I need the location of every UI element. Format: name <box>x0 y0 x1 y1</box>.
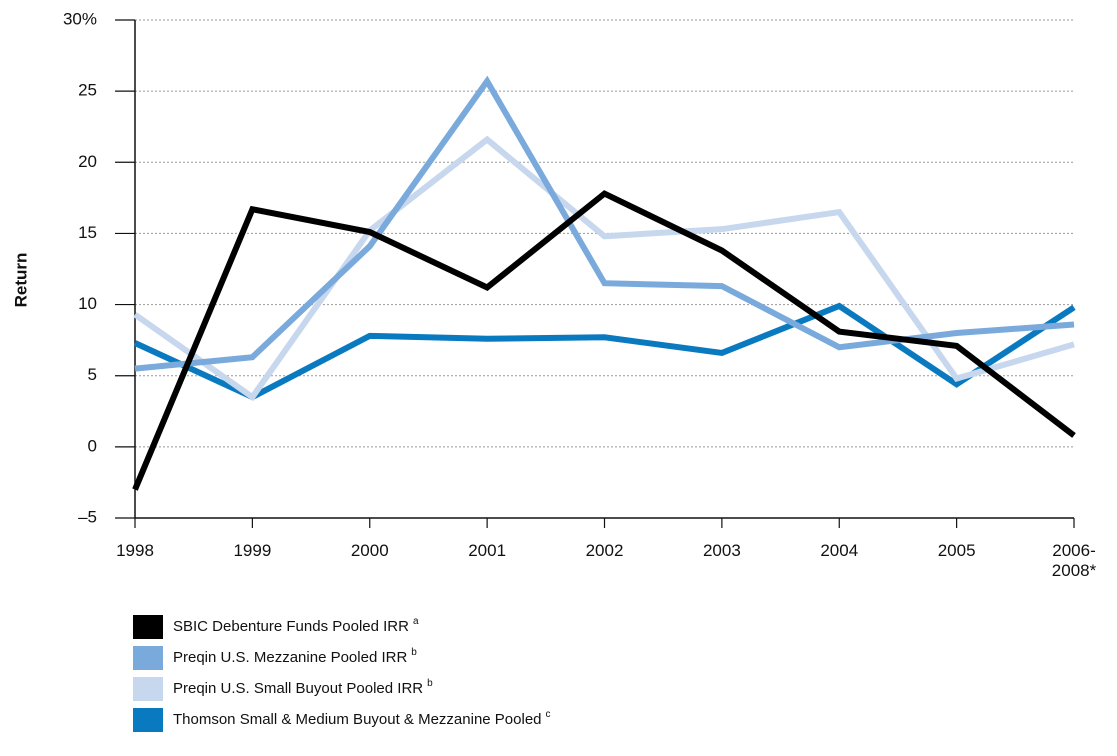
legend-footnote: a <box>413 616 419 627</box>
y-tick-label: 30% <box>63 9 97 28</box>
legend-footnote: b <box>427 678 433 689</box>
series-line <box>132 190 1076 491</box>
legend-swatch <box>133 708 163 732</box>
legend-label: Preqin U.S. Mezzanine Pooled IRR b <box>173 647 417 666</box>
legend-footnote: b <box>411 647 417 658</box>
x-tick-label: 1999 <box>233 541 272 560</box>
legend-name: Preqin U.S. Small Buyout Pooled IRR <box>173 680 423 697</box>
y-axis-label: Return <box>11 253 30 308</box>
legend-name: Preqin U.S. Mezzanine Pooled IRR <box>173 649 407 666</box>
legend-label: Thomson Small & Medium Buyout & Mezzanin… <box>173 709 551 728</box>
x-tick-label: 2004 <box>820 541 859 560</box>
y-tick-label: 20 <box>78 152 97 171</box>
x-tick-label: 2006- 2008* <box>1051 541 1097 580</box>
legend-footnote: c <box>546 709 551 720</box>
legend-swatch <box>133 677 163 701</box>
y-tick-label: 10 <box>78 294 97 313</box>
series-line <box>133 302 1076 401</box>
legend-swatch <box>133 646 163 670</box>
x-tick-label: 2005 <box>937 541 976 560</box>
x-tick-label: 2000 <box>350 541 389 560</box>
x-tick-label: 1998 <box>116 541 154 560</box>
y-tick-label: 25 <box>78 81 97 100</box>
x-tick-label: 2003 <box>702 541 741 560</box>
series-line <box>134 75 1075 372</box>
x-tick-label: 2001 <box>468 541 507 560</box>
x-tick-label: 2002 <box>585 541 624 560</box>
y-tick-label: 5 <box>88 365 97 384</box>
legend-label: SBIC Debenture Funds Pooled IRR a <box>173 616 419 635</box>
legend-name: SBIC Debenture Funds Pooled IRR <box>173 618 409 635</box>
legend-name: Thomson Small & Medium Buyout & Mezzanin… <box>173 711 542 728</box>
legend-swatch <box>133 615 163 639</box>
y-tick-label: 15 <box>78 223 97 242</box>
legend-label: Preqin U.S. Small Buyout Pooled IRR b <box>173 678 433 697</box>
y-tick-label: 0 <box>88 436 97 455</box>
y-tick-label: –5 <box>78 507 97 526</box>
series-line <box>133 135 1075 402</box>
